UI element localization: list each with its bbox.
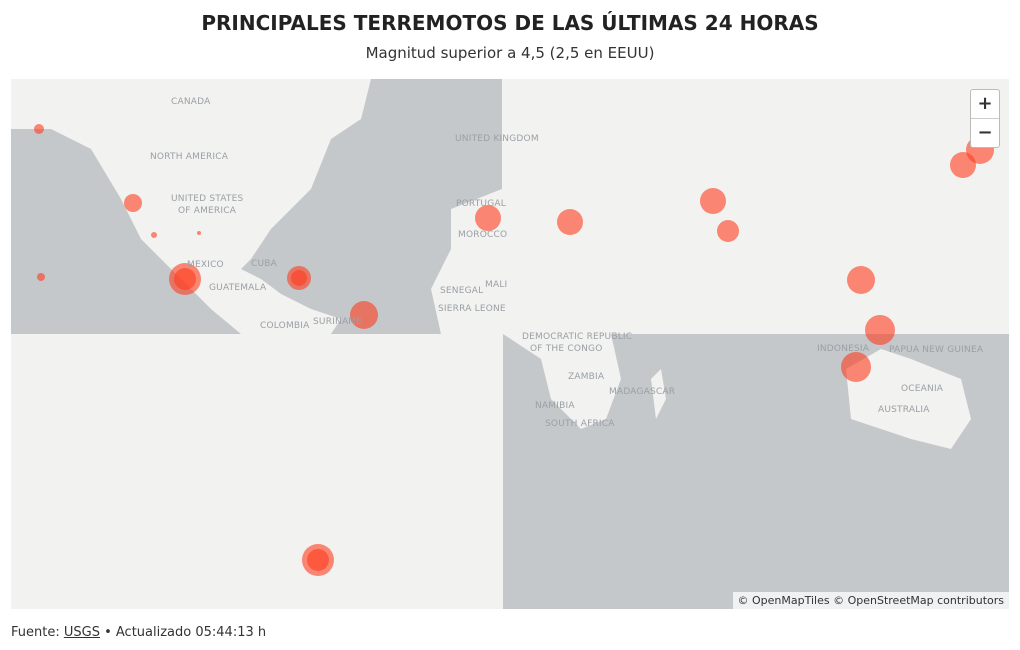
place-label: COLOMBIA — [260, 321, 310, 331]
subtitle: Magnitud superior a 4,5 (2,5 en EEUU) — [365, 44, 655, 62]
place-label: GUATEMALA — [209, 283, 267, 293]
zoom-out[interactable]: − — [971, 118, 999, 147]
updated: • Actualizado 05:44:13 h — [104, 625, 267, 640]
place-label: PAPUA NEW GUINEA — [889, 345, 984, 355]
source-link[interactable]: USGS — [63, 625, 100, 640]
place-label: SURINAME — [313, 317, 363, 327]
place-label: SENEGAL — [440, 286, 484, 296]
place-label: AUSTRALIA — [878, 405, 930, 415]
map[interactable]: CANADA NORTH AMERICA UNITED STATES OF AMERI… — [11, 79, 1009, 609]
place-label: MALI — [485, 280, 508, 290]
place-label: MOROCCO — [458, 230, 508, 240]
zoom-in[interactable]: + — [977, 93, 993, 114]
place-label: INDONESIA — [817, 344, 870, 354]
title: PRINCIPALES TERREMOTOS DE LAS ÚLTIMAS 24… — [201, 11, 819, 35]
place-label: ZAMBIA — [568, 372, 605, 382]
map-tiles — [11, 79, 1009, 609]
place-label: PORTUGAL — [456, 199, 506, 209]
place-label: NAMIBIA — [535, 401, 575, 411]
place-label: OF AMERICA — [178, 206, 237, 216]
place-label: NORTH AMERICA — [150, 152, 229, 162]
zoom-control: + − — [970, 89, 1000, 148]
source-prefix: Fuente: — [11, 625, 60, 640]
place-label: SOUTH AFRICA — [545, 419, 615, 429]
place-label: CANADA — [171, 97, 211, 107]
place-label: SIERRA LEONE — [438, 304, 506, 314]
place-label: MADAGASCAR — [609, 387, 676, 397]
attribution: © OpenMapTiles © OpenStreetMap contribut… — [732, 592, 1009, 609]
footer: Fuente: USGS • Actualizado 05:44:13 h — [11, 625, 266, 640]
place-label: OF THE CONGO — [530, 344, 603, 354]
place-label: UNITED STATES — [171, 194, 244, 204]
place-label: MEXICO — [187, 260, 224, 270]
place-label: OCEANIA — [901, 384, 944, 394]
place-label: UNITED KINGDOM — [455, 134, 539, 144]
place-label: CUBA — [251, 259, 278, 269]
place-label: DEMOCRATIC REPUBLIC — [522, 332, 633, 342]
